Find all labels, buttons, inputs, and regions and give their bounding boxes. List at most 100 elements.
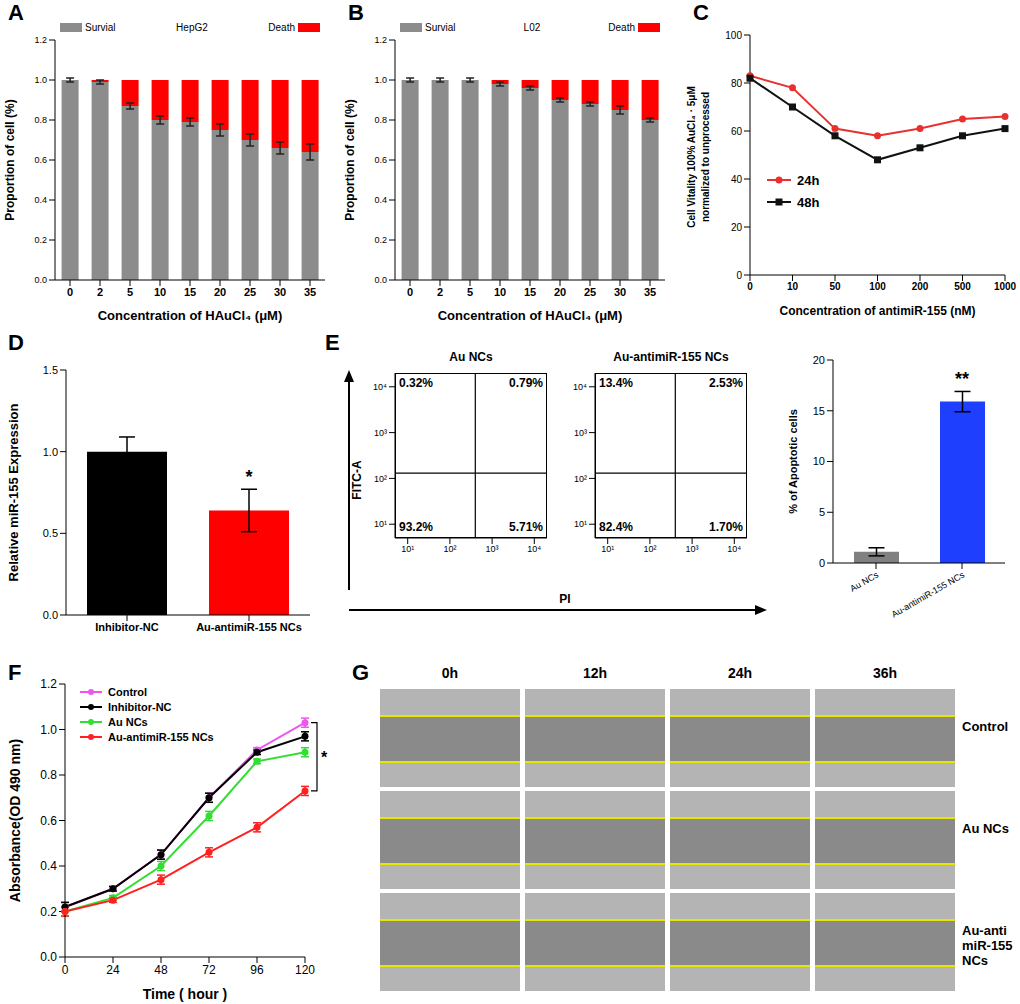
svg-text:Proportion of cell (%): Proportion of cell (%): [343, 99, 357, 220]
svg-text:Au-antimiR-155 NCs: Au-antimiR-155 NCs: [890, 569, 967, 619]
svg-text:0: 0: [407, 286, 413, 298]
svg-text:30: 30: [614, 286, 626, 298]
svg-text:10: 10: [154, 286, 166, 298]
svg-text:2: 2: [437, 286, 443, 298]
svg-text:5: 5: [127, 286, 133, 298]
svg-text:10¹: 10¹: [601, 544, 614, 554]
svg-text:15: 15: [184, 286, 196, 298]
svg-text:25: 25: [244, 286, 256, 298]
svg-text:0.2: 0.2: [34, 235, 47, 245]
svg-text:Au NCs: Au NCs: [108, 716, 148, 728]
svg-text:1.5: 1.5: [43, 364, 58, 376]
svg-text:5: 5: [467, 286, 473, 298]
svg-text:10¹: 10¹: [401, 544, 414, 554]
svg-text:1.0: 1.0: [34, 75, 47, 85]
svg-text:Cell Vitality 100% AuCl₄ · 5μM: Cell Vitality 100% AuCl₄ · 5μM: [686, 86, 697, 227]
svg-text:0: 0: [747, 281, 753, 292]
svg-text:80: 80: [731, 78, 743, 89]
svg-text:0.6: 0.6: [34, 155, 47, 165]
svg-text:1.2: 1.2: [34, 35, 47, 45]
svg-text:10²: 10²: [443, 544, 456, 554]
svg-text:500: 500: [954, 281, 971, 292]
svg-text:0.5: 0.5: [43, 527, 58, 539]
svg-text:35: 35: [304, 286, 316, 298]
svg-text:10³: 10³: [374, 428, 387, 438]
svg-text:10¹: 10¹: [374, 519, 387, 529]
svg-text:10⁴: 10⁴: [527, 544, 541, 554]
svg-text:1.0: 1.0: [43, 446, 58, 458]
svg-text:24: 24: [106, 963, 120, 977]
svg-text:0.0: 0.0: [374, 275, 387, 285]
svg-text:0.8: 0.8: [40, 768, 57, 782]
svg-text:**: **: [955, 369, 969, 389]
svg-text:5: 5: [819, 506, 825, 518]
svg-text:1.2: 1.2: [374, 35, 387, 45]
svg-text:Au NCs: Au NCs: [848, 569, 880, 593]
svg-text:10³: 10³: [486, 544, 499, 554]
svg-text:0: 0: [736, 270, 742, 281]
svg-text:35: 35: [644, 286, 656, 298]
svg-text:1.2: 1.2: [40, 677, 57, 691]
svg-text:10⁴: 10⁴: [573, 382, 587, 392]
svg-text:Au-antimiR-155 NCs: Au-antimiR-155 NCs: [108, 731, 214, 743]
svg-text:Concentration of antimiR-155 (: Concentration of antimiR-155 (nM): [779, 304, 975, 318]
svg-text:10³: 10³: [686, 544, 699, 554]
svg-text:0: 0: [62, 963, 69, 977]
svg-text:100: 100: [725, 30, 742, 41]
svg-text:40: 40: [731, 174, 743, 185]
svg-text:10²: 10²: [643, 544, 656, 554]
svg-text:0.6: 0.6: [374, 155, 387, 165]
svg-text:100: 100: [869, 281, 886, 292]
svg-text:0: 0: [67, 286, 73, 298]
svg-text:Au-antimiR-155 NCs: Au-antimiR-155 NCs: [196, 621, 302, 633]
svg-text:20: 20: [813, 354, 825, 366]
svg-text:0.2: 0.2: [374, 235, 387, 245]
svg-text:0.2: 0.2: [40, 905, 57, 919]
svg-text:0.0: 0.0: [40, 950, 57, 964]
svg-text:% of Apoptotic cells: % of Apoptotic cells: [787, 409, 799, 514]
svg-text:0.0: 0.0: [34, 275, 47, 285]
svg-text:10²: 10²: [374, 474, 387, 484]
svg-text:PI: PI: [559, 592, 570, 606]
svg-text:15: 15: [813, 405, 825, 417]
svg-text:96: 96: [250, 963, 264, 977]
svg-text:normalized to unprocessed: normalized to unprocessed: [700, 92, 711, 222]
svg-text:Control: Control: [108, 686, 147, 698]
svg-text:Concentration of HAuCl₄ (μM): Concentration of HAuCl₄ (μM): [98, 308, 283, 323]
svg-text:20: 20: [214, 286, 226, 298]
svg-text:Concentration of HAuCl₄ (μM): Concentration of HAuCl₄ (μM): [438, 308, 623, 323]
svg-text:120: 120: [295, 963, 315, 977]
svg-text:10²: 10²: [574, 474, 587, 484]
svg-text:FITC-A: FITC-A: [350, 460, 364, 500]
svg-text:48: 48: [154, 963, 168, 977]
svg-text:*: *: [321, 749, 328, 766]
svg-text:0: 0: [819, 557, 825, 569]
svg-text:Absorbance(OD 490 nm): Absorbance(OD 490 nm): [7, 739, 23, 902]
svg-text:72: 72: [202, 963, 216, 977]
svg-text:1000: 1000: [994, 281, 1017, 292]
svg-text:Time ( hour ): Time ( hour ): [143, 986, 228, 1002]
svg-text:200: 200: [912, 281, 929, 292]
svg-text:Inhibitor-NC: Inhibitor-NC: [95, 621, 159, 633]
svg-text:24h: 24h: [797, 173, 819, 188]
svg-text:Relative miR-155 Expression: Relative miR-155 Expression: [6, 404, 21, 582]
svg-text:0.8: 0.8: [374, 115, 387, 125]
svg-text:0.4: 0.4: [374, 195, 387, 205]
svg-text:0.4: 0.4: [40, 859, 57, 873]
svg-text:30: 30: [274, 286, 286, 298]
svg-text:1.0: 1.0: [40, 723, 57, 737]
svg-text:10: 10: [494, 286, 506, 298]
svg-text:*: *: [245, 467, 252, 487]
svg-text:10¹: 10¹: [574, 519, 587, 529]
svg-text:1.0: 1.0: [374, 75, 387, 85]
svg-text:0.8: 0.8: [34, 115, 47, 125]
svg-text:20: 20: [554, 286, 566, 298]
svg-text:0.6: 0.6: [40, 814, 57, 828]
svg-text:60: 60: [731, 126, 743, 137]
svg-text:10⁴: 10⁴: [373, 382, 387, 392]
svg-text:25: 25: [584, 286, 596, 298]
svg-text:48h: 48h: [797, 195, 819, 210]
svg-text:20: 20: [731, 222, 743, 233]
svg-text:50: 50: [829, 281, 841, 292]
svg-text:0.4: 0.4: [34, 195, 47, 205]
